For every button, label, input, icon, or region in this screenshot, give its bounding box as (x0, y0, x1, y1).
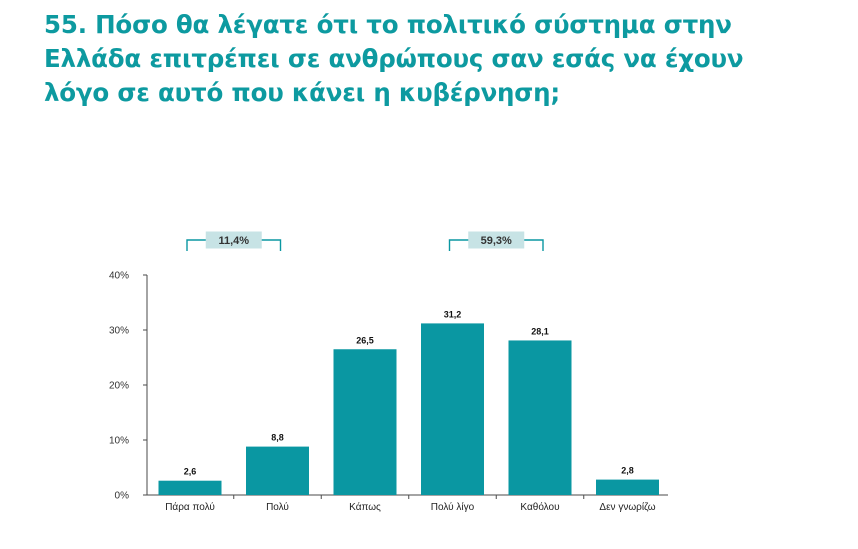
bar (596, 479, 659, 495)
x-tick-label: Καθόλου (520, 501, 559, 513)
y-tick-label: 20% (109, 381, 129, 392)
chart-title: 55. Πόσο θα λέγατε ότι το πολιτικό σύστη… (44, 8, 824, 110)
y-tick-label: 30% (109, 326, 129, 337)
x-tick-label: Κάπως (349, 501, 381, 513)
bar-value-label: 8,8 (271, 433, 284, 443)
x-tick-label: Πολύ (266, 501, 289, 513)
bar (421, 323, 484, 495)
summary-bracket-label: 11,4% (218, 235, 249, 247)
bar (246, 446, 309, 495)
bar (333, 349, 397, 495)
title-line-2: Ελλάδα επιτρέπει σε ανθρώπους σαν εσάς ν… (44, 44, 744, 73)
bar-value-label: 31,2 (444, 309, 462, 319)
bar-value-label: 2,8 (621, 466, 634, 476)
summary-bracket-box (468, 231, 525, 249)
y-tick-label: 0% (115, 491, 130, 502)
bar (508, 340, 572, 495)
x-tick-label: Δεν γνωρίζω (599, 501, 655, 513)
bar-value-label: 28,1 (531, 326, 549, 336)
bar-value-label: 2,6 (184, 467, 197, 477)
summary-bracket-label: 59,3% (481, 235, 512, 247)
summary-bracket-box (205, 231, 262, 249)
y-tick-label: 40% (109, 271, 129, 282)
y-tick-label: 10% (109, 436, 129, 447)
bar (158, 480, 222, 495)
title-line-1: 55. Πόσο θα λέγατε ότι το πολιτικό σύστη… (44, 10, 732, 39)
x-tick-label: Πάρα πολύ (165, 501, 215, 513)
bar-value-label: 26,5 (356, 335, 374, 345)
x-tick-label: Πολύ λίγο (431, 501, 475, 513)
title-line-3: λόγο σε αυτό που κάνει η κυβέρνηση; (44, 78, 561, 107)
